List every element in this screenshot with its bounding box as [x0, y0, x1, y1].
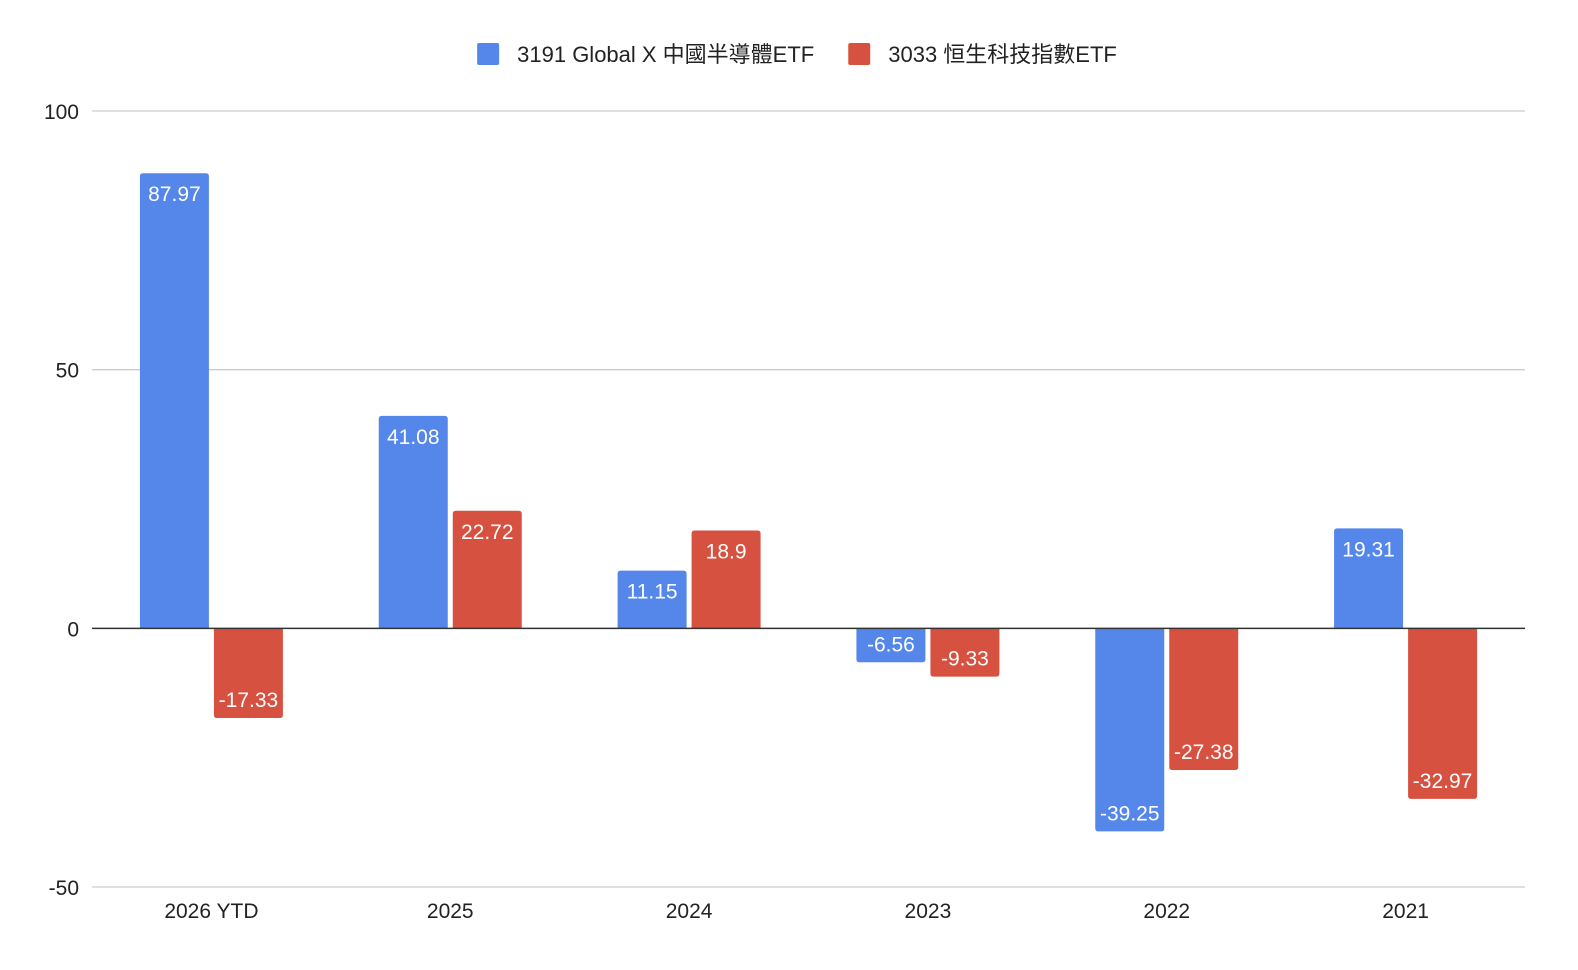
data-label: -6.56 [867, 633, 915, 656]
y-tick-label: 50 [56, 360, 79, 383]
data-label: 11.15 [627, 581, 678, 604]
bar-series-2[interactable] [930, 628, 1000, 677]
gridlines [92, 110, 1525, 888]
data-label: -32.97 [1413, 770, 1473, 793]
bar-series-2[interactable] [213, 628, 283, 718]
y-axis-ticks: 100 50 0 -50 [44, 101, 79, 900]
data-label: -17.33 [219, 689, 279, 712]
data-labels: 87.97 -17.33 41.08 22.72 11.15 18.9 -6.56 -9.33… [148, 183, 1472, 825]
legend-label: 3191 Global X 中國半導體ETF [517, 42, 814, 67]
bar-series-1[interactable] [617, 570, 687, 629]
bar-series-1[interactable] [856, 628, 926, 663]
bar-series-2[interactable] [691, 530, 761, 629]
x-tick-label: 2024 [666, 900, 713, 923]
bar-series-1[interactable] [139, 173, 209, 629]
legend-swatch [477, 43, 500, 65]
data-label: 22.72 [461, 521, 514, 544]
bar-series-1[interactable] [1095, 628, 1165, 832]
data-label: -9.33 [941, 648, 989, 671]
y-tick-label: -50 [49, 877, 79, 900]
x-axis-ticks: 2026 YTD 2025 2024 2023 2022 2021 [164, 900, 1429, 923]
data-label: 87.97 [148, 183, 201, 206]
data-label: 19.31 [1342, 538, 1395, 561]
legend-item-series-2[interactable]: 3033 恒生科技指數ETF [848, 42, 1117, 67]
bar-series-1[interactable] [1334, 528, 1404, 629]
legend-label: 3033 恒生科技指數ETF [888, 42, 1117, 67]
y-tick-label: 100 [44, 101, 79, 124]
data-label: -27.38 [1174, 741, 1234, 764]
data-label: 41.08 [387, 426, 440, 449]
bar-series-2[interactable] [1169, 628, 1239, 770]
data-label: 18.9 [706, 541, 747, 564]
x-tick-label: 2021 [1382, 900, 1429, 923]
legend[interactable]: 3191 Global X 中國半導體ETF 3033 恒生科技指數ETF [477, 42, 1117, 67]
y-tick-label: 0 [67, 618, 79, 641]
legend-item-series-1[interactable]: 3191 Global X 中國半導體ETF [477, 42, 814, 67]
bars [139, 173, 1478, 832]
data-label: -39.25 [1100, 802, 1160, 825]
x-tick-label: 2025 [427, 900, 474, 923]
bar-series-2[interactable] [1408, 628, 1478, 799]
bar-series-1[interactable] [378, 415, 448, 629]
x-tick-label: 2026 YTD [164, 900, 258, 923]
x-tick-label: 2023 [905, 900, 952, 923]
bar-series-2[interactable] [452, 510, 522, 629]
x-tick-label: 2022 [1143, 900, 1190, 923]
legend-swatch [848, 43, 871, 65]
